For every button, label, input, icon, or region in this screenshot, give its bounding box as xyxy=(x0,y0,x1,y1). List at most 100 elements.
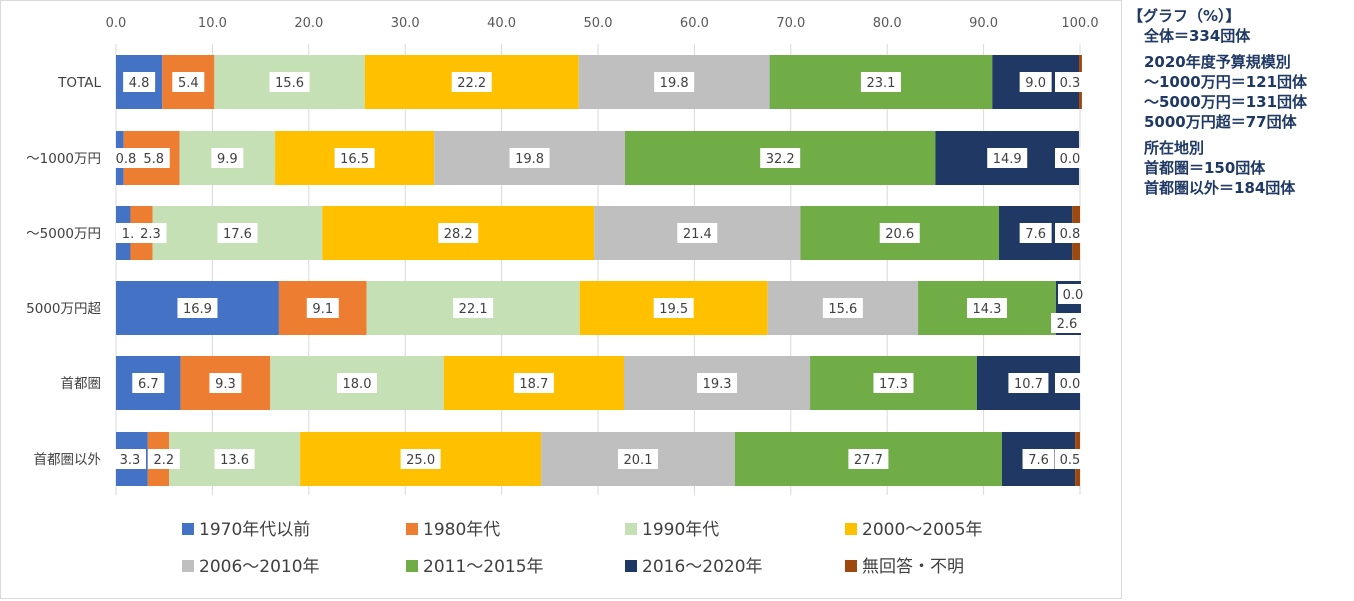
data-label: 18.0 xyxy=(337,373,377,393)
svg-text:20.1: 20.1 xyxy=(624,453,653,468)
data-label: 7.6 xyxy=(1022,449,1055,469)
data-label: 17.3 xyxy=(873,373,914,393)
category-label: 首都圏以外 xyxy=(34,452,102,468)
data-label: 16.9 xyxy=(177,298,218,318)
category-label: 首都圏 xyxy=(61,376,102,392)
legend-item: 2011～2015年 xyxy=(406,557,544,577)
svg-text:19.5: 19.5 xyxy=(659,302,688,317)
svg-text:9.0: 9.0 xyxy=(1025,76,1046,91)
svg-text:2000～2005年: 2000～2005年 xyxy=(862,520,983,540)
x-tick-label: 30.0 xyxy=(391,16,420,31)
svg-text:1990年代: 1990年代 xyxy=(642,520,719,540)
stacked-bar-chart: 0.0 10.0 20.0 30.0 40.0 50.0 60.0 70.0 80.0 90.0 1… xyxy=(26,16,1098,577)
svg-text:6.7: 6.7 xyxy=(138,377,159,392)
data-label: 23.1 xyxy=(860,72,901,92)
category-label: ～5000万円 xyxy=(26,226,101,242)
data-label: 10.7 xyxy=(1008,373,1049,393)
svg-text:15.6: 15.6 xyxy=(275,76,304,91)
svg-text:2011～2015年: 2011～2015年 xyxy=(423,557,544,577)
x-tick-label: 60.0 xyxy=(680,16,709,31)
svg-text:7.6: 7.6 xyxy=(1028,453,1049,468)
data-label: 7.6 xyxy=(1019,223,1052,243)
svg-text:13.6: 13.6 xyxy=(220,453,249,468)
svg-text:23.1: 23.1 xyxy=(866,76,895,91)
note-region-2: 首都圏以外＝184団体 xyxy=(1144,179,1296,197)
data-label: 2.6 xyxy=(1051,313,1083,333)
category-label: ～1000万円 xyxy=(26,151,101,167)
data-label: 19.8 xyxy=(509,148,550,168)
svg-text:32.2: 32.2 xyxy=(766,152,795,167)
chart-note: 【グラフ（%）】 全体＝334団体 2020年度予算規模別 ～1000万円＝12… xyxy=(1128,6,1350,198)
legend-item: 1980年代 xyxy=(406,520,500,540)
svg-text:2.2: 2.2 xyxy=(153,453,174,468)
svg-text:2.3: 2.3 xyxy=(140,227,161,242)
note-region-1: 首都圏＝150団体 xyxy=(1144,159,1266,177)
svg-text:1970年代以前: 1970年代以前 xyxy=(199,520,310,540)
x-tick-label: 40.0 xyxy=(487,16,516,31)
data-label: 5.8 xyxy=(137,148,170,168)
data-label: 20.6 xyxy=(879,223,920,243)
legend-item: 2016～2020年 xyxy=(625,557,763,577)
x-tick-label: 80.0 xyxy=(873,16,902,31)
x-tick-label: 50.0 xyxy=(584,16,613,31)
svg-text:5.4: 5.4 xyxy=(178,76,199,91)
svg-text:3.3: 3.3 xyxy=(120,453,141,468)
svg-text:4.8: 4.8 xyxy=(129,76,150,91)
data-label: 22.2 xyxy=(451,72,492,92)
data-label: 0.0 xyxy=(1055,373,1085,393)
svg-text:16.9: 16.9 xyxy=(183,302,212,317)
data-label: 9.3 xyxy=(209,373,242,393)
note-budget-3: 5000万円超＝77団体 xyxy=(1144,113,1297,131)
svg-text:20.6: 20.6 xyxy=(885,227,914,242)
data-label: 9.1 xyxy=(306,298,339,318)
data-label: 28.2 xyxy=(438,223,479,243)
svg-text:2016～2020年: 2016～2020年 xyxy=(642,557,763,577)
data-label: 25.0 xyxy=(400,449,441,469)
data-label: 19.3 xyxy=(697,373,738,393)
note-region-heading: 所在地別 xyxy=(1144,139,1205,157)
x-tick-label: 20.0 xyxy=(294,16,323,31)
svg-text:9.3: 9.3 xyxy=(215,377,236,392)
legend-item: 無回答・不明 xyxy=(845,557,964,577)
svg-text:17.6: 17.6 xyxy=(223,227,252,242)
data-label: 6.7 xyxy=(132,373,165,393)
data-label: 9.9 xyxy=(211,148,244,168)
svg-text:28.2: 28.2 xyxy=(444,227,473,242)
svg-text:18.7: 18.7 xyxy=(519,377,548,392)
note-budget-1: ～1000万円＝121団体 xyxy=(1144,73,1308,91)
note-budget-2: ～5000万円＝131団体 xyxy=(1144,93,1308,111)
note-total: 全体＝334団体 xyxy=(1144,27,1251,45)
data-label: 18.7 xyxy=(513,373,554,393)
legend-item: 2000～2005年 xyxy=(845,520,983,540)
svg-text:25.0: 25.0 xyxy=(406,453,435,468)
data-label: 4.8 xyxy=(123,72,156,92)
svg-text:0.0: 0.0 xyxy=(1060,377,1081,392)
legend-item: 1990年代 xyxy=(625,520,719,540)
svg-text:19.8: 19.8 xyxy=(515,152,544,167)
data-label: 21.4 xyxy=(677,223,718,243)
category-label: TOTAL xyxy=(57,75,101,91)
legend-item: 1970年代以前 xyxy=(182,520,310,540)
svg-text:5.8: 5.8 xyxy=(143,152,164,167)
data-label: 32.2 xyxy=(760,148,801,168)
svg-text:17.3: 17.3 xyxy=(879,377,908,392)
svg-text:19.8: 19.8 xyxy=(660,76,689,91)
data-label: 13.6 xyxy=(214,449,255,469)
note-title: 【グラフ（%）】 xyxy=(1128,7,1241,25)
x-tick-label: 70.0 xyxy=(776,16,805,31)
svg-text:19.3: 19.3 xyxy=(703,377,732,392)
svg-text:2.6: 2.6 xyxy=(1057,317,1078,332)
svg-text:9.1: 9.1 xyxy=(312,302,333,317)
data-label: 14.3 xyxy=(966,298,1007,318)
svg-text:0.3: 0.3 xyxy=(1060,76,1081,91)
x-tick-label: 0.0 xyxy=(106,16,127,31)
svg-text:7.6: 7.6 xyxy=(1025,227,1046,242)
svg-text:0.5: 0.5 xyxy=(1060,453,1081,468)
svg-text:9.9: 9.9 xyxy=(217,152,238,167)
category-label: 5000万円超 xyxy=(26,301,101,317)
x-tick-label: 100.0 xyxy=(1061,16,1098,31)
data-label: 0.8 xyxy=(1055,223,1085,243)
data-label: 15.6 xyxy=(269,72,310,92)
x-tick-label: 90.0 xyxy=(969,16,998,31)
svg-text:22.1: 22.1 xyxy=(459,302,488,317)
